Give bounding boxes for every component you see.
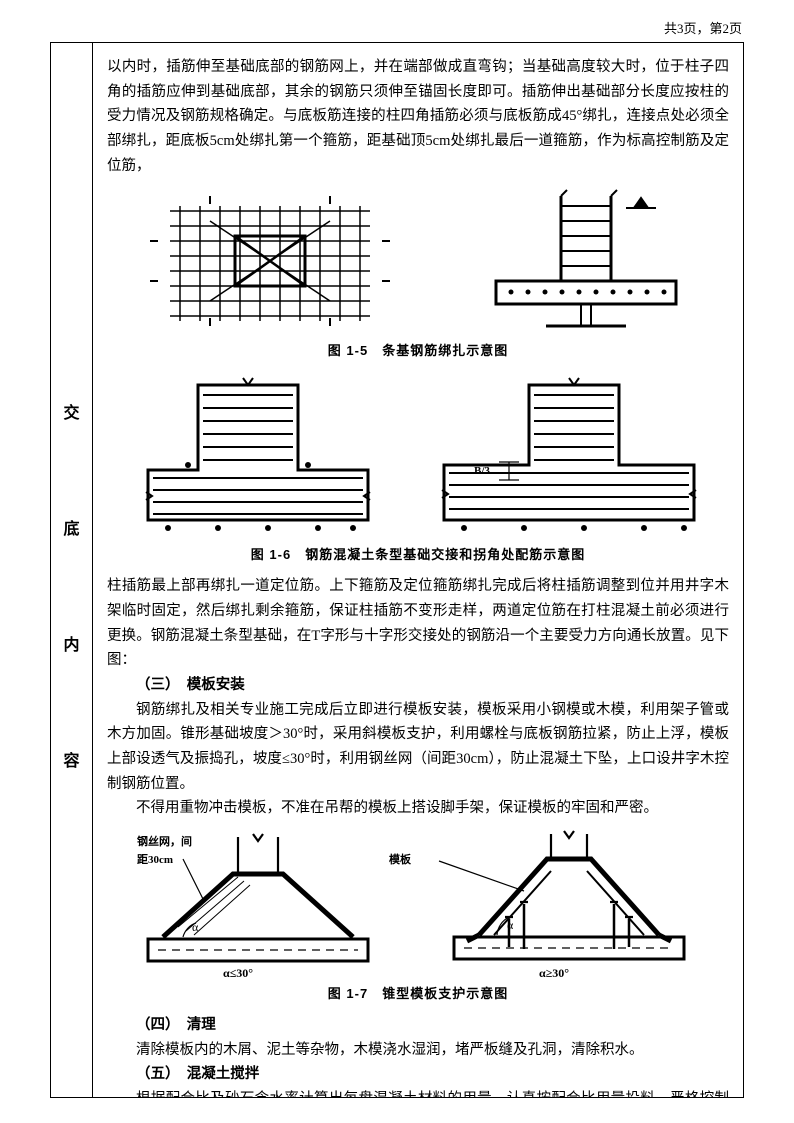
paragraph-2: 柱插筋最上部再绑扎一道定位筋。上下箍筋及定位箍筋绑扎完成后将柱插筋调整到位并用井… <box>107 574 729 673</box>
side-char-1: 交 <box>63 399 79 423</box>
paragraph-1: 以内时，插筋伸至基础底部的钢筋网上，并在端部做成直弯钩；当基础高度较大时，位于柱… <box>107 55 729 178</box>
figure-1-7: 钢丝网，间 距30cm 模板 <box>107 829 729 979</box>
side-char-2: 底 <box>63 515 79 539</box>
alpha-le-label: α≤30° <box>223 966 253 979</box>
section-4-title: （四） 清理 <box>107 1013 729 1038</box>
main-content: 以内时，插筋伸至基础底部的钢筋网上，并在端部做成直弯钩；当基础高度较大时，位于柱… <box>93 43 743 1097</box>
alpha-symbol-right: α <box>507 918 514 932</box>
wire-mesh-label-2: 距30cm <box>137 851 192 870</box>
side-char-4: 容 <box>63 747 79 771</box>
alpha-symbol-left: α <box>192 920 199 934</box>
paragraph-3: 钢筋绑扎及相关专业施工完成后立即进行模板安装，模板采用小钢模或木模，利用架子管或… <box>107 698 729 797</box>
paragraph-5: 清除模板内的木屑、泥土等杂物，木模浇水湿润，堵严板缝及孔洞，清除积水。 <box>107 1038 729 1063</box>
fig-1-5-left-icon <box>140 186 400 336</box>
section-3-title: （三） 模板安装 <box>107 673 729 698</box>
alpha-ge-label: α≥30° <box>539 966 569 979</box>
figure-1-6: B/3 <box>107 370 729 540</box>
fig-1-7-right-icon: α α≥30° <box>429 829 709 979</box>
figure-1-5 <box>107 186 729 336</box>
fig-1-6-right-icon: B/3 <box>429 370 709 540</box>
paragraph-4: 不得用重物冲击模板，不准在吊帮的模板上搭设脚手架，保证模板的牢固和严密。 <box>107 796 729 821</box>
figure-1-6-caption: 图 1-6 钢筋混凝土条型基础交接和拐角处配筋示意图 <box>107 544 729 566</box>
side-label-column: 交 底 内 容 <box>51 43 93 1097</box>
section-5-title: （五） 混凝土搅拌 <box>107 1062 729 1087</box>
fig-1-5-right-icon <box>466 186 696 336</box>
page-header: 共3页，第2页 <box>664 18 742 37</box>
formwork-label: 模板 <box>389 851 411 870</box>
content-frame: 交 底 内 容 以内时，插筋伸至基础底部的钢筋网上，并在端部做成直弯钩；当基础高… <box>50 42 744 1098</box>
pagination: 共3页，第2页 <box>664 21 742 36</box>
figure-1-7-caption: 图 1-7 锥型模板支护示意图 <box>107 983 729 1005</box>
side-char-3: 内 <box>63 631 79 655</box>
svg-text:B/3: B/3 <box>474 465 490 477</box>
wire-mesh-label-1: 钢丝网，间 <box>137 833 192 852</box>
figure-1-5-caption: 图 1-5 条基钢筋绑扎示意图 <box>107 340 729 362</box>
paragraph-6: 根据配合比及砂石含水率计算出每盘混凝土材料的用量。认真按配合比用量投料，严格控制… <box>107 1087 729 1097</box>
fig-1-6-left-icon <box>128 370 388 540</box>
